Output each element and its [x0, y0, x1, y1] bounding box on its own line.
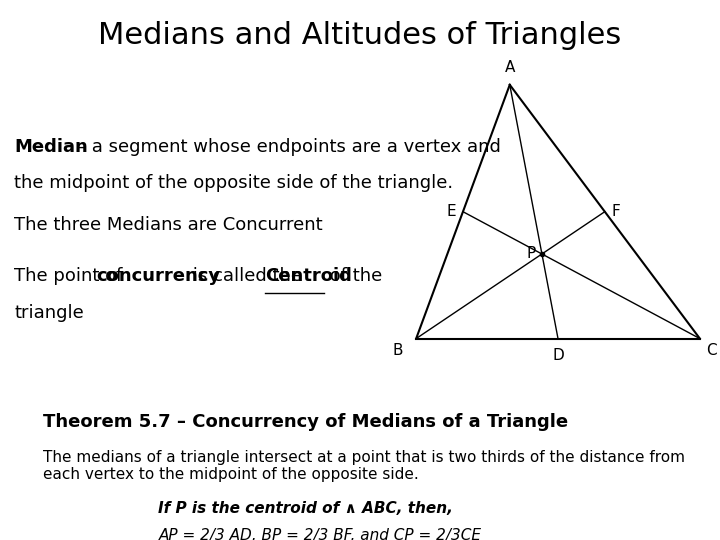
Text: triangle: triangle [14, 304, 84, 322]
Text: the midpoint of the opposite side of the triangle.: the midpoint of the opposite side of the… [14, 174, 454, 192]
Text: – a segment whose endpoints are a vertex and: – a segment whose endpoints are a vertex… [77, 138, 501, 156]
Text: concurrency: concurrency [96, 267, 220, 285]
Text: B: B [392, 343, 403, 359]
Text: The medians of a triangle intersect at a point that is two thirds of the distanc: The medians of a triangle intersect at a… [43, 450, 685, 482]
Text: E: E [447, 204, 456, 219]
Text: is called the: is called the [187, 267, 308, 285]
Text: The three Medians are Concurrent: The three Medians are Concurrent [14, 216, 323, 234]
Text: The point of: The point of [14, 267, 129, 285]
Text: AP = 2/3 AD, BP = 2/3 BF, and CP = 2/3CE: AP = 2/3 AD, BP = 2/3 BF, and CP = 2/3CE [158, 528, 482, 540]
Text: of the: of the [324, 267, 382, 285]
Text: A: A [505, 60, 515, 75]
Text: Medians and Altitudes of Triangles: Medians and Altitudes of Triangles [99, 21, 621, 50]
Text: Median: Median [14, 138, 88, 156]
Text: Centroid: Centroid [265, 267, 352, 285]
Text: P: P [526, 246, 536, 261]
Text: F: F [611, 204, 620, 219]
Text: Theorem 5.7 – Concurrency of Medians of a Triangle: Theorem 5.7 – Concurrency of Medians of … [43, 413, 568, 431]
Text: C: C [706, 343, 717, 359]
Text: If P is the centroid of ∧ ABC, then,: If P is the centroid of ∧ ABC, then, [158, 501, 454, 516]
Text: D: D [552, 348, 564, 363]
